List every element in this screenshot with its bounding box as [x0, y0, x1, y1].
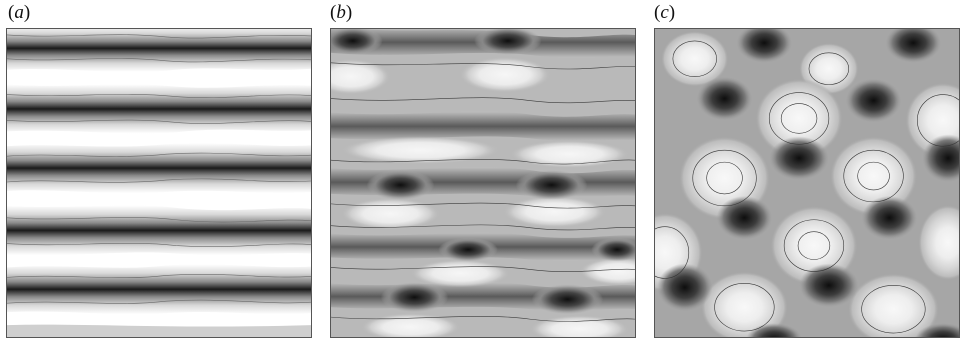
- panel-a-contours: [7, 34, 311, 304]
- stripe-band-1: [7, 29, 311, 72]
- panel-a-label: (a): [8, 2, 31, 23]
- panel-a-stripes: [6, 28, 312, 338]
- panel-c-contours: [655, 40, 959, 334]
- panel-a-canvas: [7, 29, 311, 337]
- stripe-band-2: [7, 84, 311, 134]
- panel-b-label: (b): [330, 2, 353, 23]
- stripe-band-5: [7, 264, 311, 315]
- panel-b-wavy: [330, 28, 636, 338]
- panel-c-label: (c): [654, 2, 676, 23]
- panel-b-contours: [331, 62, 635, 322]
- panel-c-spots: [654, 28, 960, 338]
- panel-a-letter: a: [14, 2, 24, 23]
- panel-c-letter: c: [660, 2, 669, 23]
- stripe-band-6: [7, 324, 311, 337]
- stripe-band-4: [7, 205, 311, 256]
- panel-b-canvas: [331, 29, 635, 337]
- panel-c-canvas: [655, 29, 959, 337]
- stripe-band-3: [7, 143, 311, 194]
- panel-b-letter: b: [336, 2, 346, 23]
